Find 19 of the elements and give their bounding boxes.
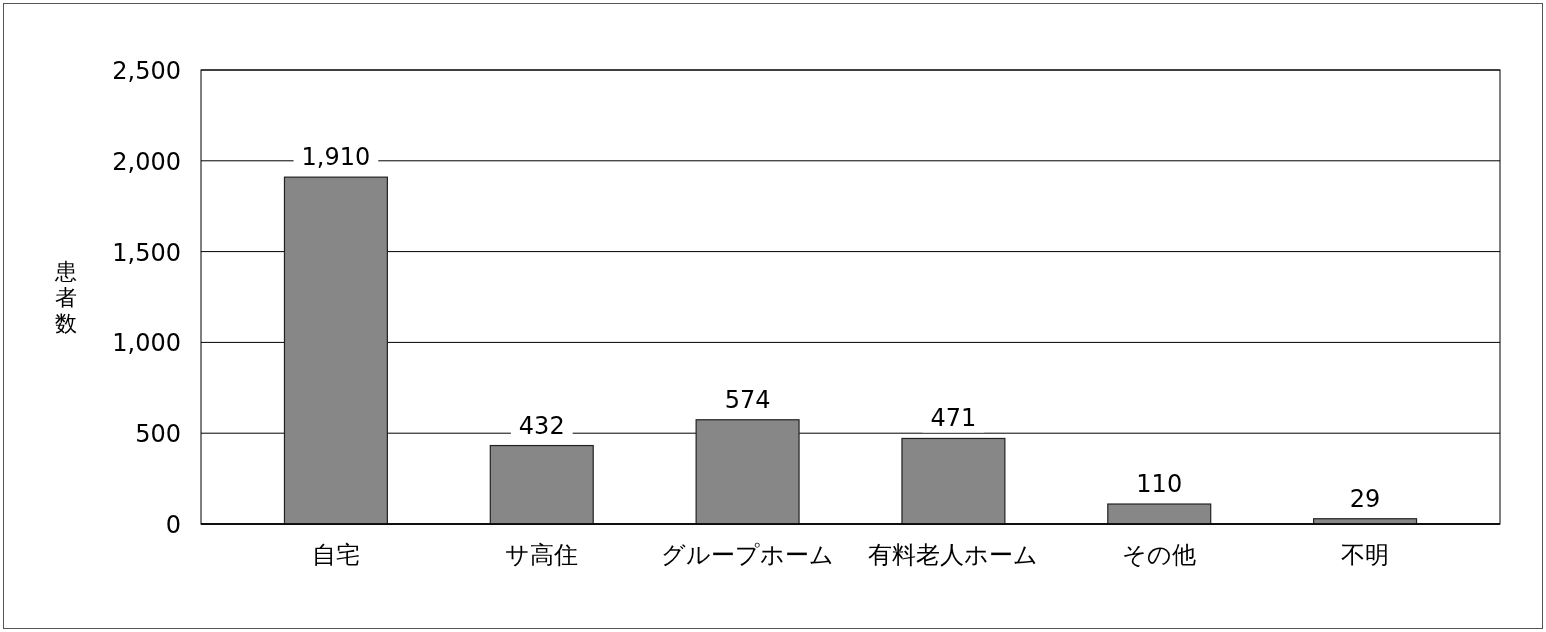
x-tick-label: その他 bbox=[1122, 541, 1197, 569]
x-tick-label: グループホーム bbox=[661, 541, 835, 569]
data-label: 574 bbox=[724, 385, 771, 414]
y-tick-label: 2,500 bbox=[112, 57, 181, 85]
x-tick-label: 不明 bbox=[1341, 541, 1390, 569]
y-tick-label: 1,000 bbox=[112, 329, 181, 358]
x-tick-label: サ高住 bbox=[505, 541, 579, 569]
data-label: 1,910 bbox=[301, 143, 371, 172]
y-tick-label: 1,500 bbox=[112, 238, 181, 267]
y-tick-label: 500 bbox=[135, 420, 181, 449]
data-label: 29 bbox=[1349, 484, 1381, 513]
y-axis-title: 患者数 bbox=[54, 259, 77, 336]
y-tick-label: 0 bbox=[165, 511, 181, 539]
x-tick-label: 自宅 bbox=[311, 541, 360, 569]
data-label: 471 bbox=[930, 404, 977, 433]
data-label: 110 bbox=[1136, 470, 1183, 499]
data-label: 432 bbox=[518, 411, 565, 440]
x-tick-label: 有料老人ホーム bbox=[868, 541, 1039, 569]
y-tick-label: 2,000 bbox=[112, 147, 181, 176]
